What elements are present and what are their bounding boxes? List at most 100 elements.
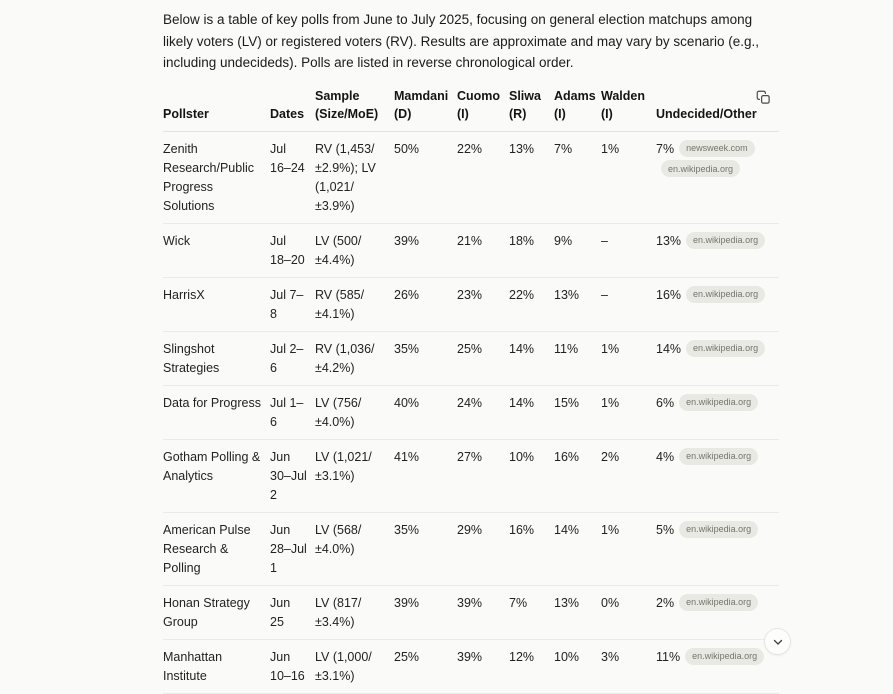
scroll-to-bottom-button[interactable] (764, 628, 791, 655)
table-row: Wick Jul 18–20 LV (500/±4.4%) 39% 21% 18% 9% – 1… (163, 224, 779, 278)
cell-adams-value: 11% (554, 341, 579, 356)
cell-sliwa: 12% (509, 640, 554, 694)
cell-pollster: Wick (163, 224, 270, 278)
cell-undecided-value: 6% (656, 395, 675, 410)
cell-undecided: 2% en.wikipedia.org (656, 586, 779, 640)
cell-adams-value: 14% (554, 522, 580, 537)
column-header-undecided-other: Undecided/Other (656, 107, 757, 122)
cell-sliwa: 14% (509, 332, 554, 386)
cell-adams: 13% (554, 586, 601, 640)
cell-pollster-value: Data for Progress (163, 395, 261, 410)
cell-undecided-value: 2% (656, 595, 675, 610)
cell-adams: 14% (554, 513, 601, 586)
cell-undecided: 4% en.wikipedia.org (656, 440, 779, 513)
cell-cuomo-value: 39% (457, 595, 483, 610)
cell-sliwa: 18% (509, 224, 554, 278)
cell-adams: 11% (554, 332, 601, 386)
cell-mamdani: 40% (394, 386, 457, 440)
cell-sliwa-value: 14% (509, 395, 535, 410)
cell-sample: LV (756/±4.0%) (315, 386, 394, 440)
copy-table-button[interactable] (753, 87, 773, 107)
column-header-sample-size-moe: Sample (Size/MoE) (315, 89, 379, 122)
cell-pollster: Slingshot Strategies (163, 332, 270, 386)
cell-pollster-value: Gotham Polling & Analytics (163, 449, 261, 483)
cell-mamdani-value: 25% (394, 649, 420, 664)
cell-cuomo: 21% (457, 224, 509, 278)
cell-cuomo: 29% (457, 513, 509, 586)
cell-adams-value: 9% (554, 233, 573, 248)
cell-adams-value: 7% (554, 141, 573, 156)
cell-mamdani-value: 35% (394, 522, 420, 537)
column-header-dates: Dates (270, 107, 305, 122)
cell-pollster: Manhattan Institute (163, 640, 270, 694)
cell-undecided-value: 11% (656, 649, 681, 664)
cell-walden-value: – (601, 233, 608, 248)
cell-sample-value: RV (1,036/±4.2%) (315, 341, 375, 375)
cell-cuomo-value: 27% (457, 449, 483, 464)
column-header-sliwa-r: Sliwa (R) (509, 89, 541, 122)
citation-badge[interactable]: en.wikipedia.org (686, 339, 766, 357)
cell-undecided: 11% en.wikipedia.org (656, 640, 779, 694)
cell-adams: 16% (554, 440, 601, 513)
cell-dates: Jul 7–8 (270, 278, 315, 332)
cell-undecided-value: 16% (656, 287, 682, 302)
cell-cuomo: 25% (457, 332, 509, 386)
cell-dates-value: Jul 7–8 (270, 287, 304, 321)
cell-undecided-value: 4% (656, 449, 675, 464)
cell-sliwa-value: 13% (509, 141, 535, 156)
cell-cuomo: 39% (457, 586, 509, 640)
cell-undecided: 7% newsweek.com en.wikipedia.org (656, 132, 779, 224)
cell-sample-value: LV (568/±4.0%) (315, 522, 362, 556)
cell-undecided: 13% en.wikipedia.org (656, 224, 779, 278)
cell-sample-value: RV (1,453/±2.9%); LV (1,021/±3.9%) (315, 141, 376, 213)
cell-cuomo: 23% (457, 278, 509, 332)
citation-badge[interactable]: en.wikipedia.org (679, 520, 759, 538)
table-row: Slingshot Strategies Jul 2–6 RV (1,036/±4.… (163, 332, 779, 386)
cell-dates: Jul 1–6 (270, 386, 315, 440)
citation-badge[interactable]: en.wikipedia.org (679, 393, 759, 411)
cell-sliwa-value: 14% (509, 341, 535, 356)
cell-sample-value: LV (500/±4.4%) (315, 233, 362, 267)
table-row: Zenith Research/Public Progress Solution… (163, 132, 779, 224)
citation-badge[interactable]: en.wikipedia.org (679, 447, 759, 465)
cell-walden: 1% (601, 386, 656, 440)
table-body: Zenith Research/Public Progress Solution… (163, 132, 779, 694)
column-header-mamdani-d: Mamdani (D) (394, 89, 449, 122)
cell-undecided-value: 5% (656, 522, 675, 537)
cell-mamdani-value: 40% (394, 395, 420, 410)
cell-mamdani: 41% (394, 440, 457, 513)
cell-walden: 2% (601, 440, 656, 513)
cell-mamdani-value: 39% (394, 233, 420, 248)
cell-cuomo-value: 25% (457, 341, 483, 356)
cell-cuomo-value: 39% (457, 649, 483, 664)
cell-walden: – (601, 278, 656, 332)
chevron-down-icon (772, 636, 784, 648)
table-row: Data for Progress Jul 1–6 LV (756/±4.0%) 40… (163, 386, 779, 440)
cell-adams: 10% (554, 640, 601, 694)
cell-sample-value: LV (817/±3.4%) (315, 595, 362, 629)
cell-mamdani: 39% (394, 224, 457, 278)
cell-dates: Jul 18–20 (270, 224, 315, 278)
copy-icon (756, 90, 771, 105)
citation-badge[interactable]: en.wikipedia.org (679, 593, 759, 611)
cell-sample: LV (500/±4.4%) (315, 224, 394, 278)
cell-walden: 1% (601, 132, 656, 224)
citation-badge[interactable]: en.wikipedia.org (661, 160, 741, 178)
cell-walden-value: 1% (601, 141, 620, 156)
cell-mamdani-value: 39% (394, 595, 420, 610)
cell-pollster: Data for Progress (163, 386, 270, 440)
citation-badge[interactable]: en.wikipedia.org (686, 285, 766, 303)
citation-badge[interactable]: newsweek.com (679, 139, 755, 157)
table-row: American Pulse Research & Polling Jun 28–… (163, 513, 779, 586)
cell-adams: 15% (554, 386, 601, 440)
cell-dates: Jun 28–Jul 1 (270, 513, 315, 586)
citation-badge[interactable]: en.wikipedia.org (686, 231, 766, 249)
cell-sample-value: LV (1,000/±3.1%) (315, 649, 372, 683)
cell-walden-value: 1% (601, 341, 620, 356)
citation-badge[interactable]: en.wikipedia.org (685, 647, 765, 665)
cell-pollster-value: Slingshot Strategies (163, 341, 220, 375)
cell-sliwa-value: 12% (509, 649, 535, 664)
cell-undecided-value: 14% (656, 341, 682, 356)
cell-sample-value: LV (1,021/±3.1%) (315, 449, 372, 483)
cell-pollster-value: Manhattan Institute (163, 649, 223, 683)
